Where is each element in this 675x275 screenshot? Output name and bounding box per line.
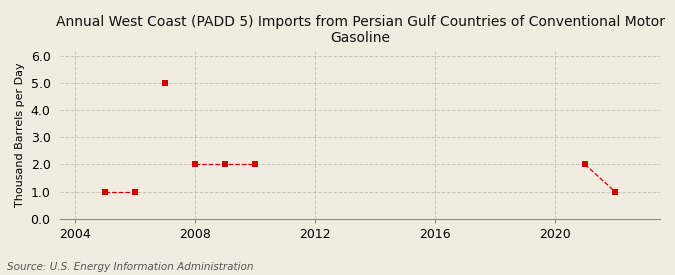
Y-axis label: Thousand Barrels per Day: Thousand Barrels per Day (15, 62, 25, 207)
Text: Source: U.S. Energy Information Administration: Source: U.S. Energy Information Administ… (7, 262, 253, 272)
Title: Annual West Coast (PADD 5) Imports from Persian Gulf Countries of Conventional M: Annual West Coast (PADD 5) Imports from … (55, 15, 665, 45)
